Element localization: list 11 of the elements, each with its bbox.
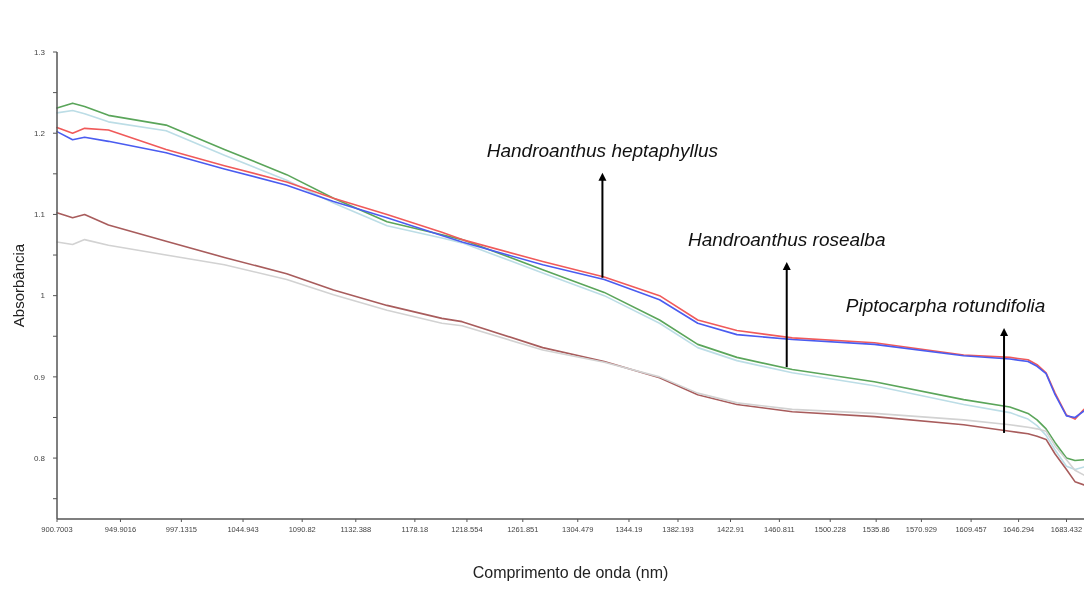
annotation: Handroanthus rosealba <box>687 229 886 251</box>
y-tick-label: 0.8 <box>33 453 46 463</box>
y-tick-label: 1.3 <box>33 47 46 57</box>
y-tick-label: 1.2 <box>33 129 46 139</box>
y-tick-label: 1.1 <box>33 210 46 220</box>
y-tick-label: 0.9 <box>33 372 46 382</box>
y-axis-title: Absorbância <box>10 243 27 328</box>
y-tick-label: 1 <box>40 291 46 301</box>
x-axis-title: Comprimento de onda (nm) <box>472 564 669 581</box>
annotation: Piptocarpha rotundifolia <box>845 294 1046 316</box>
annotation: Handroanthus heptaphyllus <box>486 139 719 161</box>
